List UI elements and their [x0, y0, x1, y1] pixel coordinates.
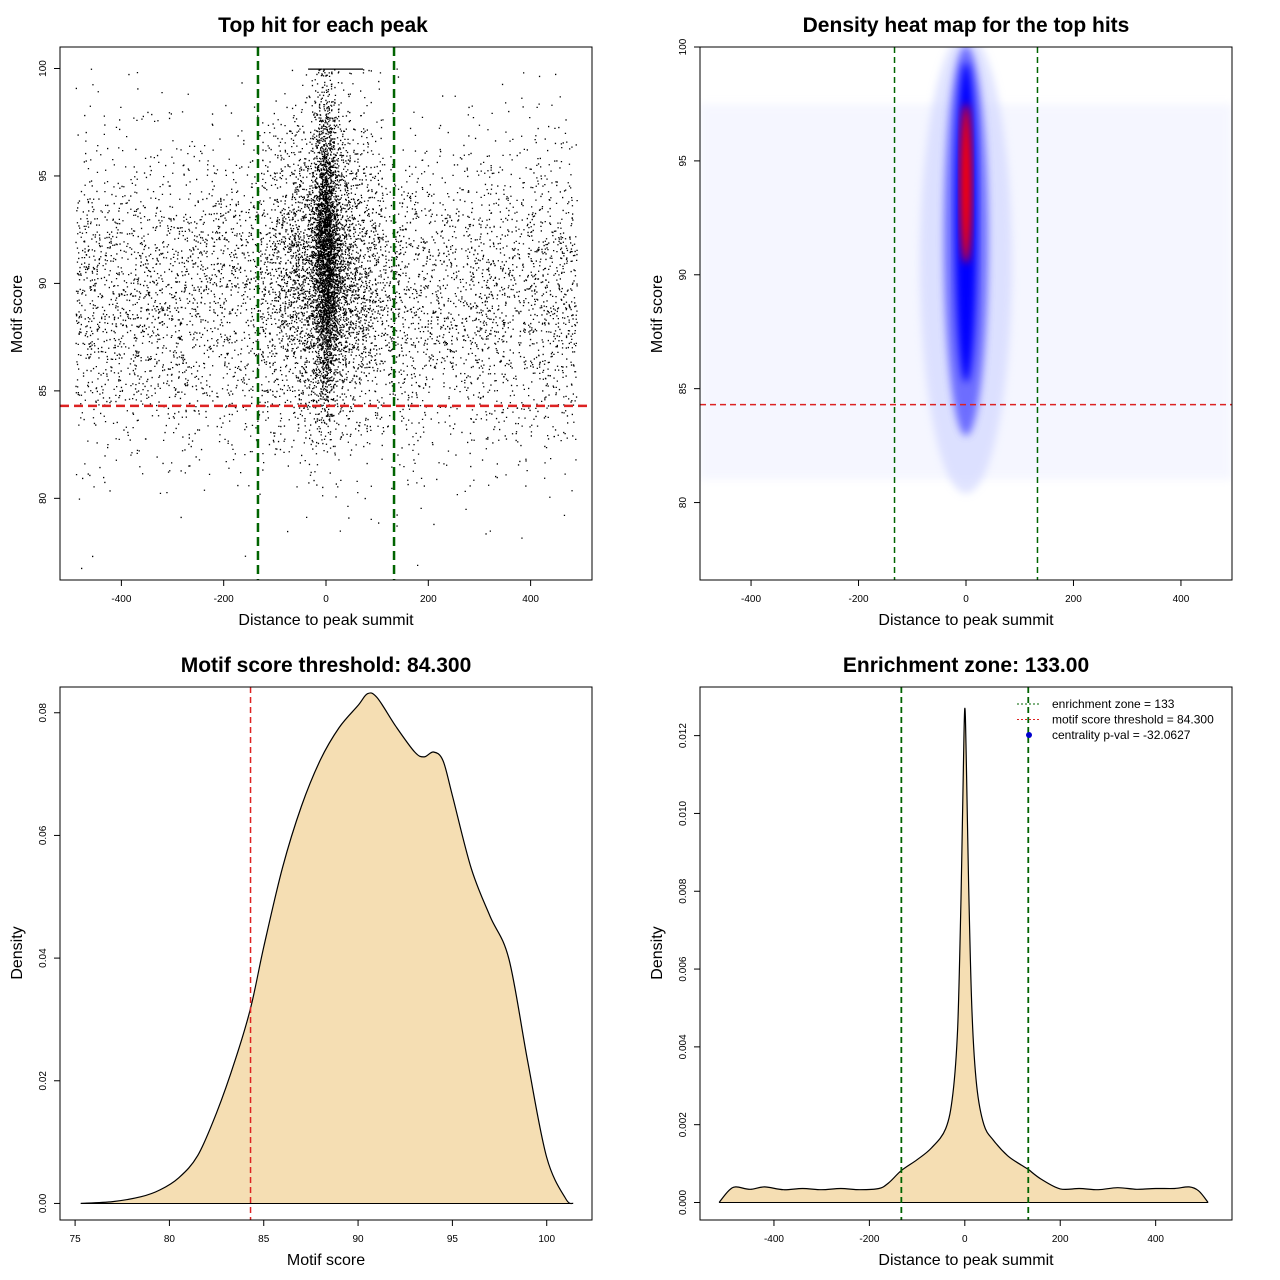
x-tick-label: 0 — [963, 594, 969, 605]
x-axis-label: Distance to peak summit — [238, 612, 414, 629]
chart-title: Motif score threshold: 84.300 — [181, 654, 472, 677]
y-tick-label: 80 — [678, 497, 689, 509]
scatter-panel: Top hit for each peak -400 -200 0 200 400 80 8… — [9, 14, 593, 629]
y-axis-label: Density — [9, 926, 26, 979]
x-tick-label: -200 — [214, 594, 234, 605]
y-tick-label: 0.00 — [38, 1193, 49, 1213]
y-tick-label: 0.08 — [38, 703, 49, 723]
x-tick-label: -200 — [849, 594, 869, 605]
scatter-points — [75, 68, 578, 570]
y-tick-label: 0.004 — [678, 1034, 689, 1059]
axes: -400 -200 0 200 400 80 85 90 95 100 — [678, 38, 1190, 605]
y-tick-label: 85 — [678, 383, 689, 395]
y-axis-label: Motif score — [649, 275, 666, 353]
y-tick-label: 100 — [678, 38, 689, 55]
y-tick-label: 0.06 — [38, 825, 49, 845]
x-axis-label: Distance to peak summit — [878, 1252, 1054, 1269]
legend-label: enrichment zone = 133 — [1052, 697, 1175, 711]
enrichment-density-panel: Enrichment zone: 133.00 -400 -200 0 200 400 0… — [649, 654, 1233, 1269]
x-tick-label: 400 — [1147, 1234, 1164, 1245]
x-tick-label: 95 — [447, 1234, 459, 1245]
y-tick-label: 90 — [38, 277, 49, 289]
chart-title: Density heat map for the top hits — [803, 14, 1130, 37]
legend: enrichment zone = 133 motif score thresho… — [1017, 697, 1214, 742]
legend-label: centrality p-val = -32.0627 — [1052, 728, 1191, 742]
y-tick-label: 90 — [678, 269, 689, 281]
axes: -400 -200 0 200 400 0.000 0.002 0.004 0.006 0.008… — [678, 723, 1164, 1245]
y-tick-label: 0.02 — [38, 1071, 49, 1091]
density-area — [718, 707, 1209, 1203]
x-axis-label: Motif score — [287, 1252, 365, 1269]
x-tick-label: 400 — [522, 594, 539, 605]
y-tick-label: 0.006 — [678, 956, 689, 981]
x-tick-label: 90 — [353, 1234, 365, 1245]
chart-title: Top hit for each peak — [218, 14, 428, 37]
chart-title: Enrichment zone: 133.00 — [843, 654, 1089, 677]
axes: -400 -200 0 200 400 80 85 90 95 100 — [38, 60, 539, 605]
axes: 75 80 85 90 95 100 0.00 0.02 0.04 0.06 0.08 — [38, 703, 556, 1245]
y-tick-label: 95 — [678, 155, 689, 167]
x-tick-label: 0 — [323, 594, 329, 605]
y-tick-label: 0.012 — [678, 723, 689, 748]
x-tick-label: 200 — [1052, 1234, 1069, 1245]
x-tick-label: 200 — [1065, 594, 1082, 605]
y-tick-label: 0.010 — [678, 800, 689, 825]
heatmap-panel: Density heat map for the top hits -400 -2… — [649, 14, 1233, 629]
y-tick-label: 0.04 — [38, 948, 49, 968]
plot-frame — [59, 686, 593, 1221]
y-tick-label: 0.002 — [678, 1112, 689, 1137]
legend-marker — [1026, 732, 1032, 738]
density-area — [80, 692, 574, 1205]
plot-frame — [699, 686, 1233, 1221]
x-axis-label: Distance to peak summit — [878, 612, 1054, 629]
x-tick-label: 85 — [258, 1234, 270, 1245]
x-tick-label: 0 — [962, 1234, 968, 1245]
y-tick-label: 100 — [38, 60, 49, 77]
x-tick-label: 400 — [1173, 594, 1190, 605]
reference-lines — [900, 687, 1030, 1220]
x-tick-label: 80 — [164, 1234, 176, 1245]
reference-lines — [60, 47, 592, 580]
scatter-point-set — [75, 68, 578, 570]
y-tick-label: 80 — [38, 492, 49, 504]
density-peak — [960, 103, 972, 264]
x-tick-label: 100 — [538, 1234, 555, 1245]
x-tick-label: 75 — [70, 1234, 82, 1245]
y-tick-label: 0.000 — [678, 1190, 689, 1215]
density-fill — [719, 708, 1209, 1203]
x-tick-label: -400 — [741, 594, 761, 605]
reference-lines — [700, 47, 1232, 580]
legend-label: motif score threshold = 84.300 — [1052, 713, 1214, 727]
score-density-panel: Motif score threshold: 84.300 75 80 85 90 95… — [9, 654, 593, 1269]
x-tick-label: -400 — [111, 594, 131, 605]
density-curve — [718, 707, 1209, 1203]
y-axis-label: Motif score — [9, 275, 26, 353]
y-axis-label: Density — [649, 926, 666, 979]
density-curve — [80, 692, 574, 1205]
density-heatmap — [700, 47, 1232, 494]
x-tick-label: -200 — [859, 1234, 879, 1245]
y-tick-label: 85 — [38, 385, 49, 397]
x-tick-label: 200 — [420, 594, 437, 605]
x-tick-label: -400 — [764, 1234, 784, 1245]
y-tick-label: 95 — [38, 170, 49, 182]
y-tick-label: 0.008 — [678, 878, 689, 903]
density-fill — [80, 692, 574, 1204]
